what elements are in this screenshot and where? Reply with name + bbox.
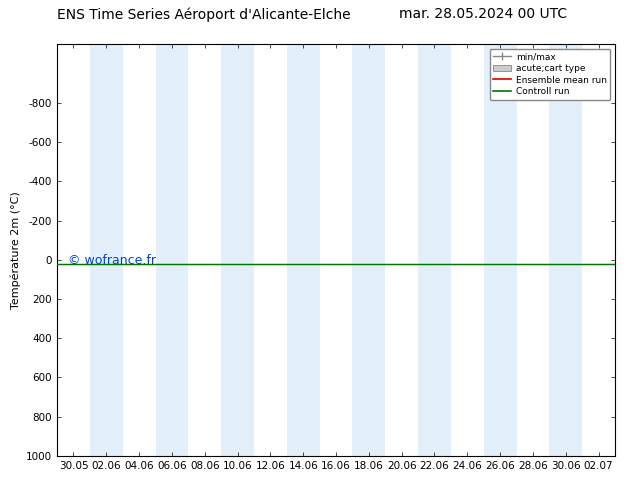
Text: ENS Time Series Aéroport d'Alicante-Elche: ENS Time Series Aéroport d'Alicante-Elch… bbox=[57, 7, 351, 22]
Text: mar. 28.05.2024 00 UTC: mar. 28.05.2024 00 UTC bbox=[399, 7, 567, 22]
Y-axis label: Température 2m (°C): Température 2m (°C) bbox=[10, 191, 20, 309]
Bar bbox=[549, 44, 582, 456]
Bar bbox=[155, 44, 188, 456]
Bar bbox=[90, 44, 123, 456]
Text: © wofrance.fr: © wofrance.fr bbox=[68, 254, 156, 267]
Legend: min/max, acute;cart type, Ensemble mean run, Controll run: min/max, acute;cart type, Ensemble mean … bbox=[489, 49, 611, 100]
Bar bbox=[287, 44, 320, 456]
Bar bbox=[353, 44, 385, 456]
Bar bbox=[221, 44, 254, 456]
Bar bbox=[418, 44, 451, 456]
Bar bbox=[484, 44, 517, 456]
